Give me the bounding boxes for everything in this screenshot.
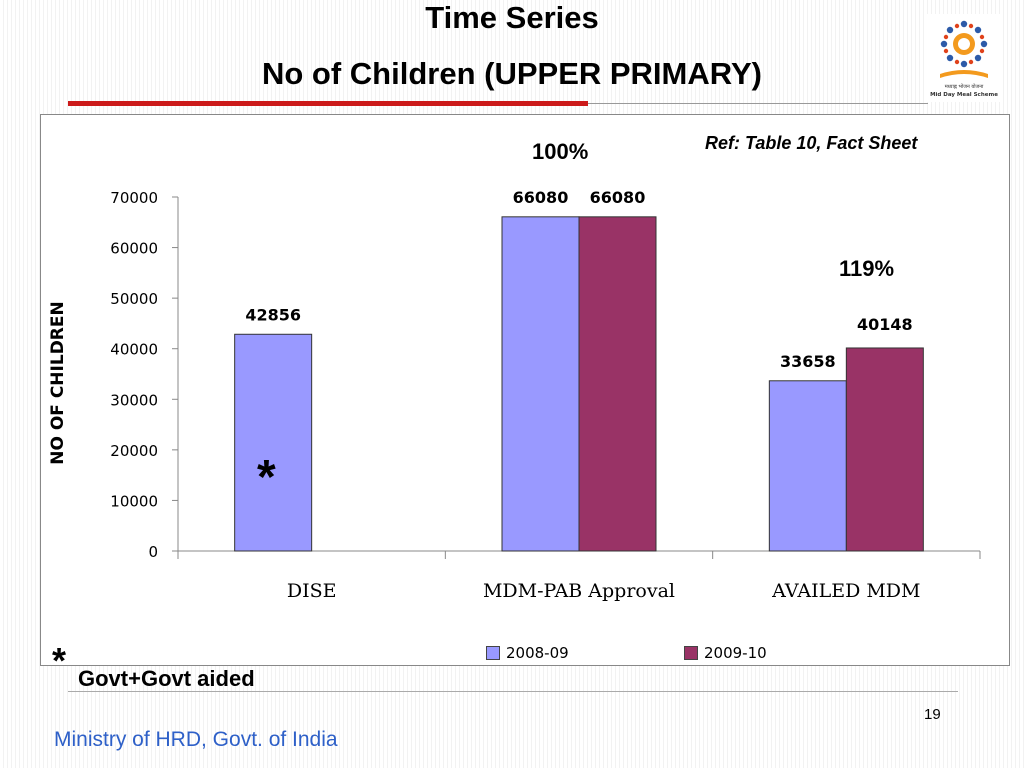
reference-note: Ref: Table 10, Fact Sheet <box>705 133 918 153</box>
data-label: 33658 <box>780 352 836 371</box>
footnote-asterisk: * <box>52 640 67 681</box>
legend-item-2008-09: 2008-09 <box>486 642 569 664</box>
footnote-text: Govt+Govt aided <box>78 666 255 691</box>
x-category-label: DISE <box>287 580 337 602</box>
y-tick-label: 30000 <box>110 391 158 409</box>
bar-2008-09-availed-mdm <box>768 380 847 552</box>
y-tick-label: 0 <box>148 543 158 561</box>
page-number: 19 <box>924 706 941 723</box>
bar-2009-10-mdm-pab-approval <box>578 216 657 552</box>
legend-item-2009-10: 2009-10 <box>684 642 767 664</box>
logo-text-english: Mid Day Meal Scheme <box>930 92 998 98</box>
title-accent-rule <box>68 101 588 106</box>
y-tick-label: 60000 <box>110 240 158 258</box>
y-tick-label: 50000 <box>110 290 158 308</box>
y-axis-label: NO OF CHILDREN <box>48 301 68 465</box>
bar-2008-09-mdm-pab-approval <box>501 216 580 552</box>
legend-label-2009-10: 2009-10 <box>704 644 767 662</box>
legend-swatch-2008-09 <box>486 646 500 660</box>
data-label: 42856 <box>245 305 301 324</box>
x-category-label: MDM-PAB Approval <box>483 580 675 602</box>
bar-2009-10-availed-mdm <box>845 347 924 552</box>
legend-swatch-2009-10 <box>684 646 698 660</box>
slide-subtitle: No of Children (UPPER PRIMARY) <box>261 56 762 91</box>
x-category-label: AVAILED MDM <box>771 580 920 602</box>
logo-text-hindi: मध्याह्न भोजन योजना <box>945 83 984 90</box>
y-tick-label: 10000 <box>110 492 158 510</box>
legend-label-2008-09: 2008-09 <box>506 644 569 662</box>
data-label: 40148 <box>857 315 913 334</box>
data-label: 66080 <box>513 188 569 207</box>
mid-day-meal-logo: मध्याह्न भोजन योजना Mid Day Meal Scheme <box>926 14 1002 102</box>
data-label: 66080 <box>590 188 646 207</box>
title-divider <box>588 103 928 104</box>
dise-star-annotation: * <box>257 451 276 504</box>
bar-2008-09-dise <box>234 333 313 552</box>
y-tick-label: 70000 <box>110 189 158 207</box>
pct-availed-annotation: 119% <box>839 256 895 281</box>
logo-emblem-icon <box>940 20 988 78</box>
y-tick-label: 40000 <box>110 341 158 359</box>
pct-approval-annotation: 100% <box>532 139 589 164</box>
slide-title: Time Series <box>425 0 599 35</box>
ministry-footer: Ministry of HRD, Govt. of India <box>54 728 338 751</box>
footer-divider <box>68 691 958 692</box>
y-tick-label: 20000 <box>110 442 158 460</box>
